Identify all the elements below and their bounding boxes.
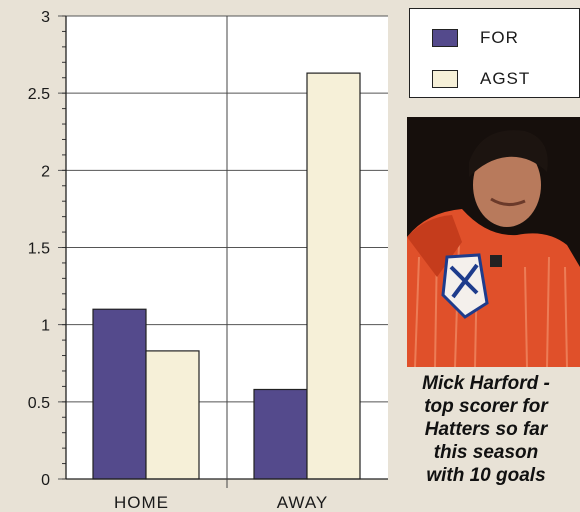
x-axis-category-labels: HOME AWAY bbox=[114, 493, 329, 512]
y-tick-label: 1.5 bbox=[28, 241, 50, 258]
y-tick-label: 2 bbox=[41, 163, 50, 180]
caption-line: this season bbox=[433, 442, 539, 463]
legend-swatch-for bbox=[432, 29, 458, 47]
legend-swatch-agst bbox=[432, 70, 458, 88]
bar-chart: 0 0.5 1 1.5 2 2.5 3 HOME AWAY bbox=[28, 9, 388, 512]
legend: FOR AGST bbox=[409, 8, 580, 98]
y-tick-label: 0 bbox=[41, 472, 50, 489]
caption-line: with 10 goals bbox=[426, 465, 546, 486]
x-category-label: HOME bbox=[114, 493, 169, 512]
caption-line: Hatters so far bbox=[424, 419, 548, 440]
y-tick-label: 2.5 bbox=[28, 86, 50, 103]
legend-label-for: FOR bbox=[480, 28, 519, 47]
y-axis-tick-labels: 0 0.5 1 1.5 2 2.5 3 bbox=[28, 9, 50, 489]
legend-item-for: FOR bbox=[432, 28, 519, 48]
legend-item-agst: AGST bbox=[432, 69, 530, 89]
bars bbox=[92, 72, 361, 480]
bar-agst-away bbox=[306, 72, 361, 480]
y-tick-label: 1 bbox=[41, 318, 50, 335]
y-axis-minor-ticks bbox=[62, 15, 66, 480]
footballer-photo-icon bbox=[407, 117, 580, 367]
y-tick-label: 0.5 bbox=[28, 395, 50, 412]
y-tick-label: 3 bbox=[41, 9, 50, 26]
photo-caption: Mick Harford - top scorer for Hatters so… bbox=[392, 372, 580, 487]
player-photo bbox=[407, 117, 580, 367]
caption-line: Mick Harford - bbox=[422, 373, 550, 394]
x-category-label: AWAY bbox=[277, 493, 329, 512]
bar-for-away bbox=[253, 388, 308, 480]
legend-label-agst: AGST bbox=[480, 69, 531, 88]
caption-line: top scorer for bbox=[424, 396, 548, 417]
bar-for-home bbox=[92, 308, 147, 480]
bar-agst-home bbox=[145, 350, 200, 480]
